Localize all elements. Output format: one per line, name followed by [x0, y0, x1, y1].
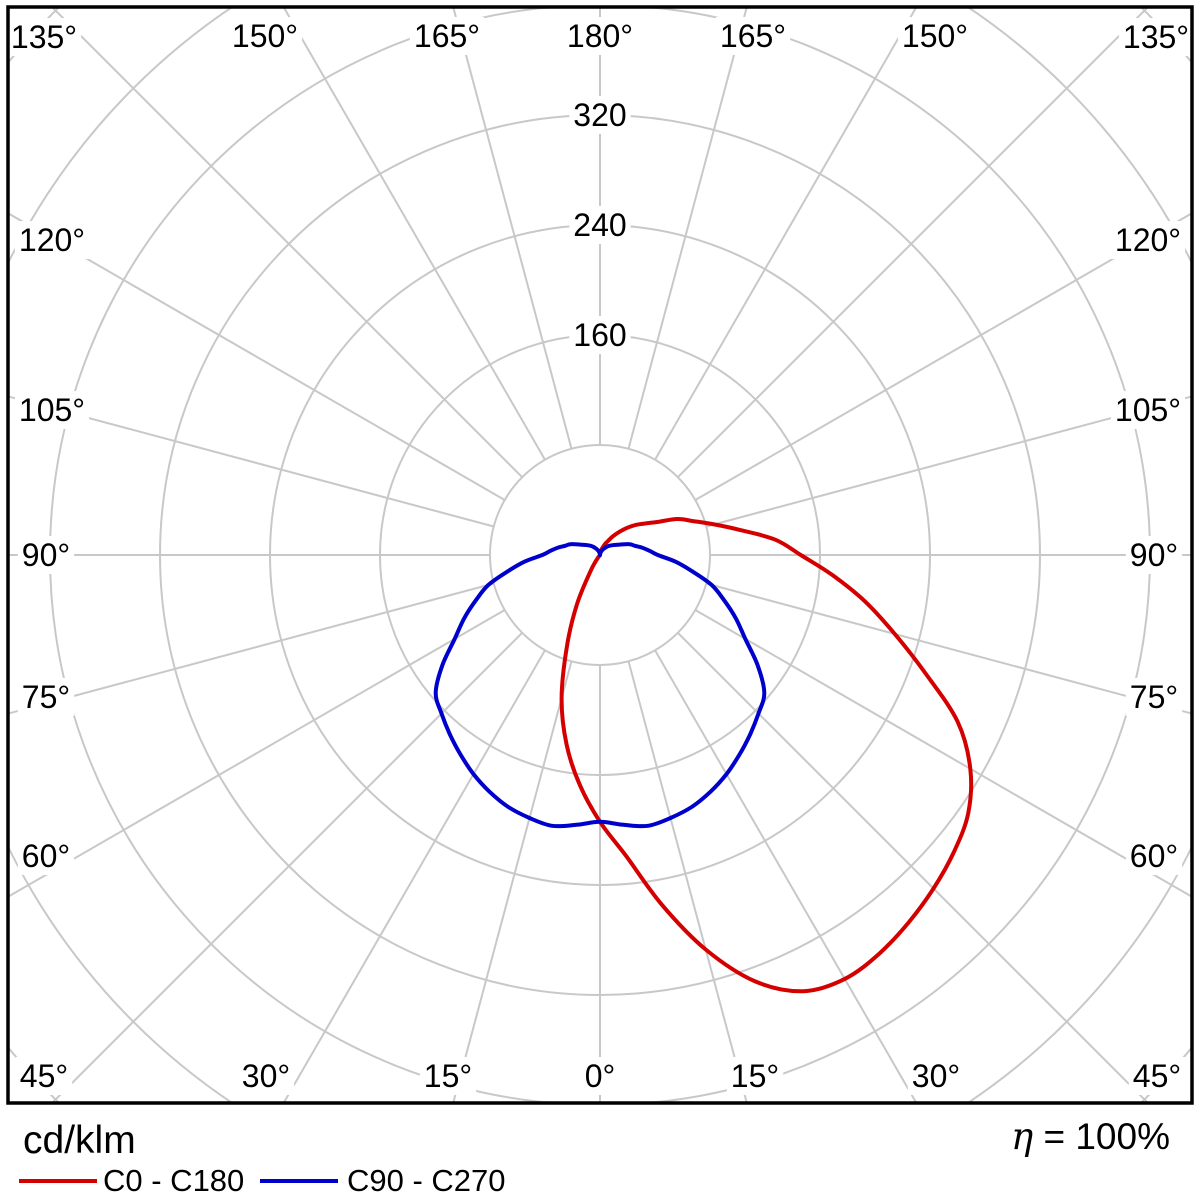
angle-label-bg [1128, 1057, 1186, 1095]
grid-spoke [677, 7, 1150, 478]
angle-label: 90° [1130, 537, 1178, 573]
angle-label: 30° [912, 1058, 960, 1094]
angle-label-bg [897, 17, 973, 55]
angle-label: 105° [19, 392, 85, 428]
angle-label: 135° [1123, 19, 1189, 55]
ring-tick-label-bg [569, 316, 631, 354]
angle-label-bg [1110, 221, 1186, 259]
grid-spoke [654, 7, 918, 461]
angle-label: 150° [232, 18, 298, 54]
grid-spoke [50, 7, 523, 478]
legend-swatch-c90-c270 [260, 1179, 338, 1183]
ring-tick-label-bg [569, 96, 631, 134]
efficiency-label: η = 100% [1011, 1115, 1170, 1158]
angle-label: 60° [22, 838, 70, 874]
angle-label: 120° [19, 222, 85, 258]
legend-item-c90-c270: C90 - C270 [260, 1163, 520, 1199]
grid-spoke [452, 7, 573, 449]
angle-label-bg [419, 1057, 477, 1095]
angle-label-bg [237, 1057, 295, 1095]
legend-label-c90-c270: C90 - C270 [347, 1163, 506, 1198]
angle-label-bg [726, 1057, 784, 1095]
legend-swatch-c0-c180 [19, 1179, 97, 1183]
ring-tick-label: 160 [573, 317, 626, 353]
grid-spoke [8, 609, 506, 898]
grid-spoke [282, 649, 546, 1103]
chart-labels: 160 240 320 135° 150° 165° 180° 165° 150° 135° 120… [6, 17, 1194, 1095]
grid-spoke [627, 7, 748, 449]
angle-label: 150° [902, 18, 968, 54]
legend-item-c0-c180: C0 - C180 [19, 1163, 249, 1199]
grid-spoke [627, 661, 748, 1103]
angle-label-bg [14, 221, 90, 259]
angle-label: 45° [20, 1058, 68, 1094]
grid-spoke [8, 395, 494, 528]
legend-label-c0-c180: C0 - C180 [103, 1163, 245, 1198]
angle-label-bg [14, 391, 90, 429]
angle-label-bg [715, 17, 791, 55]
angle-label-bg [907, 1057, 965, 1095]
angle-label: 135° [11, 19, 77, 55]
angle-label-bg [1118, 18, 1194, 56]
angle-label: 180° [567, 18, 633, 54]
ring-tick-label: 320 [573, 97, 626, 133]
angle-label-bg [1125, 837, 1183, 875]
grid-spoke [706, 582, 1192, 715]
grid-spoke [694, 609, 1192, 898]
grid-spoke [654, 649, 918, 1103]
angle-label: 15° [424, 1058, 472, 1094]
angle-label: 165° [720, 18, 786, 54]
ring-tick-label: 240 [573, 207, 626, 243]
chart-border [6, 5, 1194, 1105]
ring-tick-label-bg [569, 206, 631, 244]
efficiency-value: = 100% [1033, 1116, 1170, 1157]
curves [433, 516, 974, 994]
angle-label: 0° [585, 1058, 616, 1094]
eta-symbol: η [1011, 1115, 1034, 1158]
angle-label-bg [227, 17, 303, 55]
angle-label: 45° [1133, 1058, 1181, 1094]
angle-label-bg [17, 536, 75, 574]
angle-label-bg [17, 678, 75, 716]
angle-label: 90° [22, 537, 70, 573]
angle-label: 165° [414, 18, 480, 54]
angle-label-bg [1125, 678, 1183, 716]
grid-spoke [706, 395, 1192, 528]
angle-label-bg [1110, 391, 1186, 429]
angle-label-bg [6, 18, 82, 56]
unit-label: cd/klm [23, 1119, 136, 1162]
curve-c0-c180 [559, 516, 974, 994]
angle-label-bg [409, 17, 485, 55]
angle-label: 60° [1130, 838, 1178, 874]
angle-label-bg [15, 1057, 73, 1095]
grid-spoke [452, 661, 573, 1103]
angle-label: 15° [731, 1058, 779, 1094]
curve-c90-c270 [433, 542, 767, 829]
angle-label-bg [562, 17, 638, 55]
angle-label: 30° [242, 1058, 290, 1094]
grid-spoke [282, 7, 546, 461]
angle-label: 120° [1115, 222, 1181, 258]
angle-label: 75° [22, 679, 70, 715]
angle-label-bg [17, 837, 75, 875]
angle-label-bg [1125, 536, 1183, 574]
angle-label: 75° [1130, 679, 1178, 715]
grid-spoke [8, 582, 494, 715]
angle-label: 105° [1115, 392, 1181, 428]
grid-spoke [677, 632, 1150, 1103]
grid-spoke [50, 632, 523, 1103]
angle-label-bg [580, 1057, 620, 1095]
